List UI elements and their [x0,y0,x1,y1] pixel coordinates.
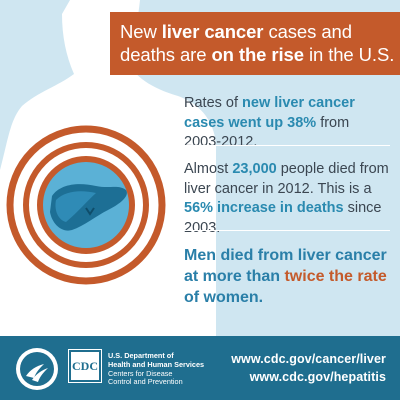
stat-new-cases-pre: Rates of [184,95,243,111]
stat-deaths-increase: 56% increase in deaths [184,200,344,216]
headline-line2-pre: deaths are [120,44,212,65]
headline-line1-bold: liver cancer [161,21,264,42]
agency-line3: Centers for Disease [108,368,173,378]
stat-deaths-pre: Almost [184,161,233,177]
stat-men-pre: Men died from liver cancer at more than [184,247,387,285]
url-cancer-liver[interactable]: www.cdc.gov/cancer/liver [231,352,386,366]
headline-banner: New liver cancer cases and deaths are on… [110,12,400,75]
agency-name: U.S. Department of Health and Human Serv… [108,351,228,387]
stat-deaths-mid: people died from liver cancer in 2012. T… [184,161,389,197]
liver-icon [50,184,127,231]
agency-line1: U.S. Department of [108,351,174,360]
stat-new-cases-bold: new liver cancer cases went up 38% [184,95,355,131]
divider [184,230,390,231]
footer [0,336,400,400]
headline-line2-post: in the U.S. [303,44,395,65]
stat-deaths-post: since 2003. [184,200,382,236]
stat-men-post: of women. [184,289,264,306]
headline-line2-bold: on the rise [211,44,304,65]
stat-new-cases: Rates of new liver cancer cases went up … [184,94,390,153]
human-silhouette-icon [0,0,216,336]
cdc-logo-text: CDC [72,359,98,373]
stat-new-cases-post: from 2003-2012. [184,114,350,151]
stat-deaths: Almost 23,000 people died from liver can… [184,160,390,238]
headline-line1: New liver cancer cases and [120,21,352,42]
url-hepatitis[interactable]: www.cdc.gov/hepatitis [249,370,386,384]
divider [184,145,390,146]
stat-deaths-count: 23,000 [232,161,277,177]
agency-line4: Control and Prevention [108,377,183,387]
headline-line1-pre: New [120,21,162,42]
stat-men-vs-women: Men died from liver cancer at more than … [184,245,390,308]
cdc-logo-icon: CDC [68,349,102,383]
headline-line1-post: cases and [263,21,352,42]
agency-line2: Health and Human Services [108,359,205,369]
stat-men-bold: twice the rate [284,268,387,285]
headline-line2: deaths are on the rise in the U.S. [120,44,394,65]
hhs-eagle-icon [16,348,58,390]
